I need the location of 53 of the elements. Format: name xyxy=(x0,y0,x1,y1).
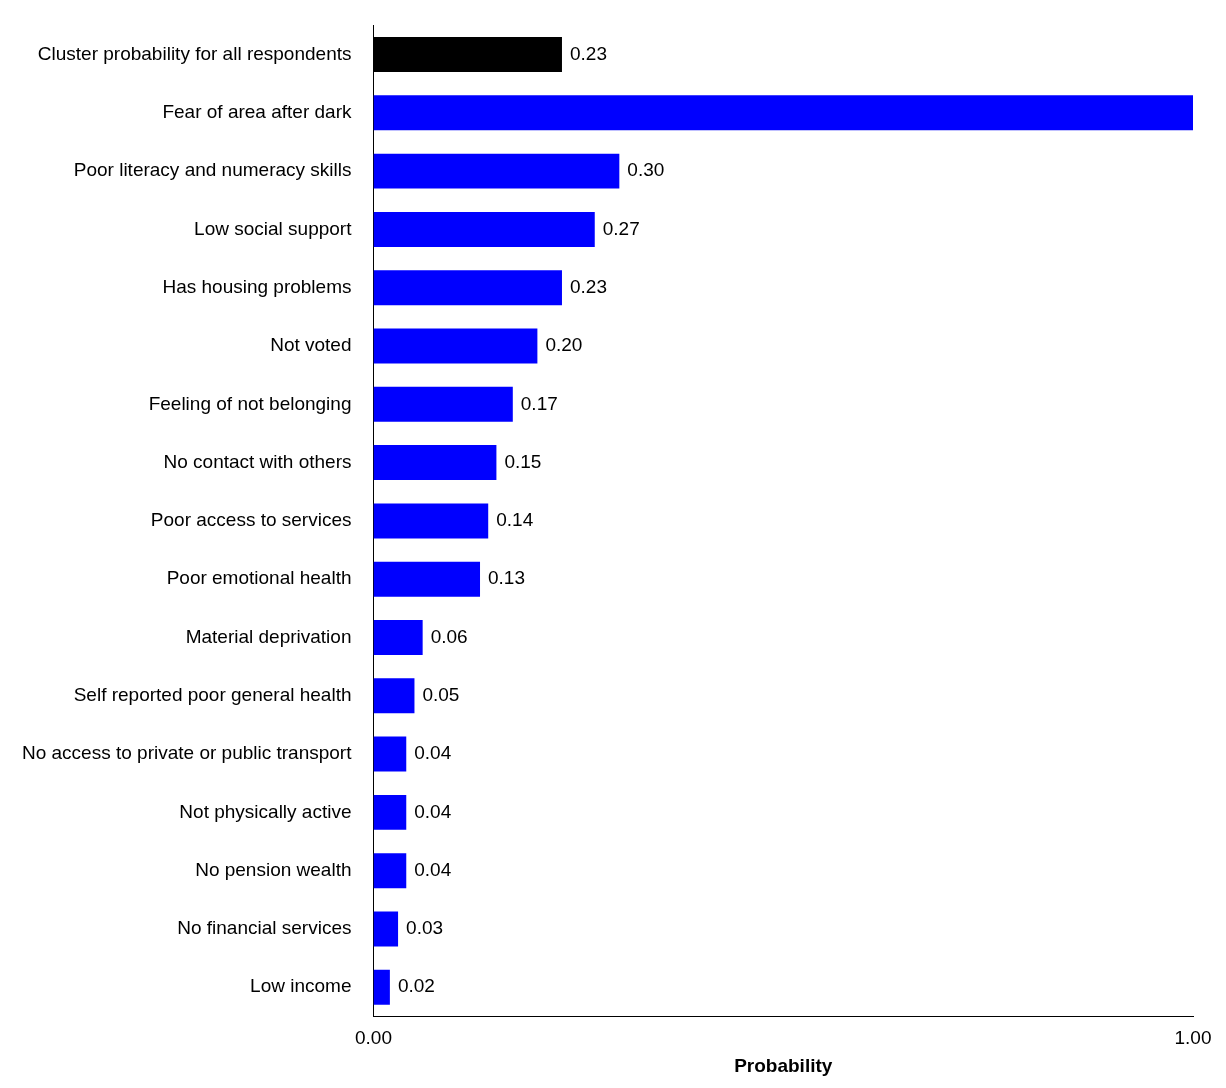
bar xyxy=(373,153,620,189)
data-label: 0.03 xyxy=(406,917,444,939)
bar xyxy=(373,445,497,481)
data-label: 0.23 xyxy=(569,42,607,64)
y-tick-label: Has housing problems xyxy=(162,275,352,297)
bar xyxy=(373,386,513,422)
data-label: 0.17 xyxy=(520,392,558,414)
data-label: 0.04 xyxy=(414,858,452,880)
bar xyxy=(373,794,407,830)
y-tick-label: Low social support xyxy=(194,217,353,239)
bar xyxy=(373,270,562,306)
y-tick-label: Poor literacy and numeracy skills xyxy=(73,159,352,181)
data-label: 0.20 xyxy=(545,334,583,356)
y-tick-label: No pension wealth xyxy=(195,858,352,880)
y-tick-label: Poor access to services xyxy=(150,509,352,531)
data-label: 0.04 xyxy=(414,800,452,822)
data-label: 0.05 xyxy=(422,684,460,706)
data-label: 0.14 xyxy=(496,509,534,531)
y-tick-label: Cluster probability for all respondents xyxy=(37,42,352,64)
y-tick-label: Poor emotional health xyxy=(166,567,352,589)
bar xyxy=(373,853,407,889)
y-tick-label: Feeling of not belonging xyxy=(148,392,352,414)
bar xyxy=(373,561,481,597)
data-label: 0.04 xyxy=(414,742,452,764)
bar xyxy=(373,911,399,947)
x-tick-label: 1.00 xyxy=(1174,1027,1212,1049)
bar xyxy=(373,678,415,714)
y-tick-label: Not physically active xyxy=(179,800,352,822)
data-label: 0.23 xyxy=(569,275,607,297)
y-tick-label: Fear of area after dark xyxy=(162,101,352,123)
data-label: 0.27 xyxy=(602,217,640,239)
y-tick-label: Not voted xyxy=(270,334,352,356)
bar xyxy=(373,969,390,1005)
y-tick-label: No contact with others xyxy=(163,450,352,472)
bar xyxy=(373,503,489,539)
y-tick-label: Material deprivation xyxy=(185,625,352,647)
bar xyxy=(373,736,407,772)
bar xyxy=(373,328,538,364)
y-tick-label: No access to private or public transport xyxy=(21,742,353,764)
y-tick-label: Self reported poor general health xyxy=(73,684,352,706)
data-label: 0.13 xyxy=(488,567,526,589)
data-label: 0.06 xyxy=(430,625,468,647)
data-label: 0.30 xyxy=(627,159,665,181)
x-axis-title: Probability xyxy=(734,1054,833,1076)
data-label: 0.15 xyxy=(504,450,542,472)
y-tick-label: No financial services xyxy=(177,917,352,939)
x-tick-label: 0.00 xyxy=(354,1027,392,1049)
y-tick-label: Low income xyxy=(250,975,352,997)
bar xyxy=(373,211,595,247)
data-label: 0.02 xyxy=(397,975,435,997)
bar xyxy=(373,37,562,73)
bar xyxy=(373,620,423,655)
bar xyxy=(373,95,1193,131)
